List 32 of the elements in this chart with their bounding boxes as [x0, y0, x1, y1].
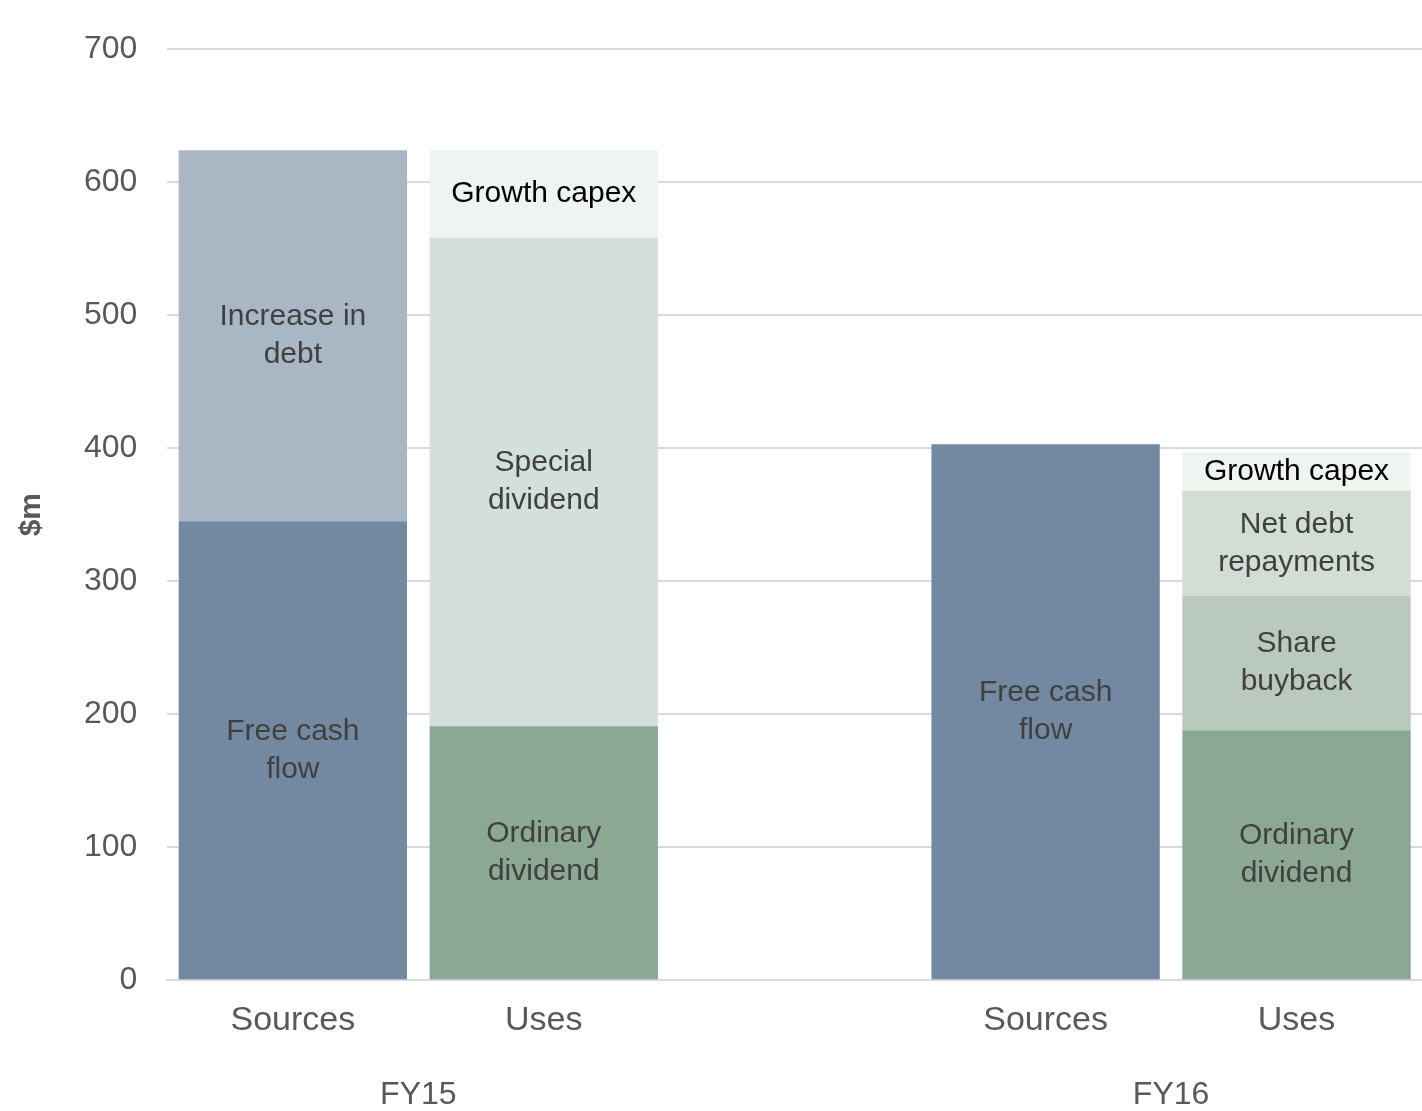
series-label: Free cash flow	[978, 673, 1113, 745]
series-label: Ordinary dividend	[486, 814, 602, 886]
y-tick-label: 300	[84, 561, 138, 598]
text: Growth capex	[451, 175, 637, 209]
series-label: Share buyback	[1240, 625, 1354, 697]
series-label: Net debt repayments	[1218, 505, 1375, 577]
y-tick-label: 500	[84, 295, 138, 332]
x-tick-label: Sources	[230, 998, 356, 1037]
bar	[429, 726, 658, 980]
x-tick-label: Uses	[505, 998, 583, 1037]
y-tick-label: 700	[84, 29, 138, 66]
y-tick-label: 100	[84, 827, 138, 864]
bar	[178, 150, 408, 522]
bar	[429, 150, 658, 239]
y-tick-label: 600	[84, 162, 138, 199]
text: FY16	[1132, 1074, 1210, 1111]
text: FY15	[380, 1074, 457, 1111]
series-label: Special dividend	[487, 444, 600, 516]
bar	[1182, 595, 1411, 731]
series-label: Increase in debt	[219, 298, 367, 370]
bar	[178, 521, 408, 980]
x-tick-label: Sources	[983, 998, 1108, 1037]
text: Ordinary dividend	[1239, 816, 1355, 888]
series-label: Growth capex	[1203, 452, 1390, 486]
bar	[1182, 730, 1411, 980]
bar	[931, 444, 1160, 980]
text: Free cash flow	[226, 712, 360, 784]
y-tick-label: 400	[84, 428, 138, 465]
y-tick-label: 0	[119, 960, 138, 997]
x-tick-label: Uses	[1257, 998, 1336, 1037]
y-tick-label: 200	[84, 694, 138, 731]
y-axis-title: $m	[13, 493, 47, 537]
